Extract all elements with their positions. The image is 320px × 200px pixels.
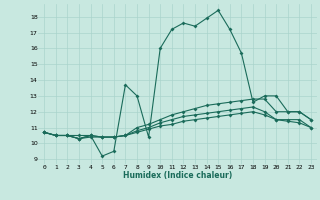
X-axis label: Humidex (Indice chaleur): Humidex (Indice chaleur) bbox=[123, 171, 232, 180]
